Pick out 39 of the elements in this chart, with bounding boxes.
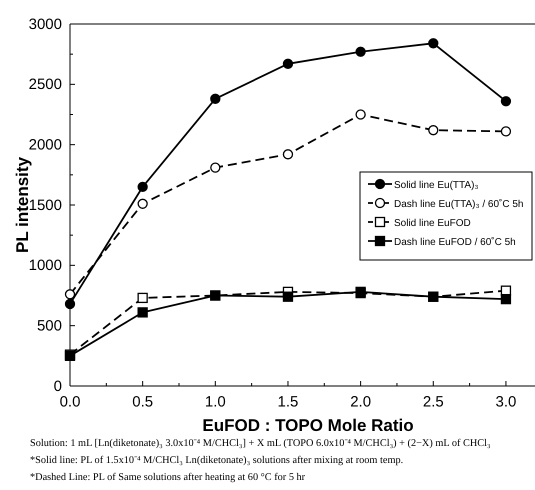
point: [210, 94, 220, 104]
point: [355, 109, 366, 120]
x-tick-label: 2.5: [422, 394, 444, 411]
text: Solution: 1 mL [Ln(diketonate)₃ 3.0x10⁻⁴ M/CHCl₃] + X mL (TOPO 6.0x10⁻⁴ M/CHCl₃) + (2−X) mL of CHCl₃: [30, 438, 492, 449]
x-tick-label: 2.0: [350, 394, 372, 411]
text: *Dashed Line: PL of Same solutions after heating at 60 °C for 5 hr: [30, 472, 306, 483]
point: [64, 298, 76, 310]
point: [138, 292, 148, 304]
point: [282, 58, 294, 69]
y-tick-label: 0: [54, 378, 62, 395]
point: [138, 198, 148, 209]
point: [64, 289, 76, 300]
point: [428, 38, 438, 48]
point: [428, 125, 438, 136]
legend-label: Dash line Eu(TTA)₃ / 60˚C 5h: [394, 198, 524, 210]
x-tick-label: 0.5: [132, 394, 154, 411]
y-tick-label: 2500: [28, 76, 62, 94]
text: *Solid line: PL of 1.5x10⁻⁴ M/CHCl₃ Ln(diketonate)₃ solutions after mixing at room temp.: [30, 455, 404, 466]
x-tick-label: 0.0: [60, 394, 80, 411]
point: [500, 96, 512, 106]
point: [138, 307, 148, 318]
legend-label: Solid line Eu(TTA)₃: [394, 180, 478, 191]
point: [210, 162, 220, 173]
y-tick-label: 1000: [28, 257, 62, 274]
y-tick-label: 2000: [28, 136, 62, 154]
x-tick-label: 3.0: [496, 394, 516, 411]
legend-label: Dash line EuFOD / 60˚C 5h: [394, 236, 516, 248]
x-tick-label: 1.0: [204, 394, 226, 411]
point: [282, 149, 294, 160]
x-axis-title: EuFOD : TOPO Mole Ratio: [202, 416, 414, 435]
x-tick-label: 1.5: [278, 394, 298, 411]
y-tick-label: 500: [36, 317, 62, 334]
point: [355, 46, 366, 57]
point: [500, 294, 512, 304]
point: [138, 182, 148, 192]
point: [500, 126, 512, 137]
y-tick-label: 3000: [28, 16, 62, 33]
point: [282, 292, 294, 302]
legend-label: Solid line EuFOD: [394, 218, 471, 229]
